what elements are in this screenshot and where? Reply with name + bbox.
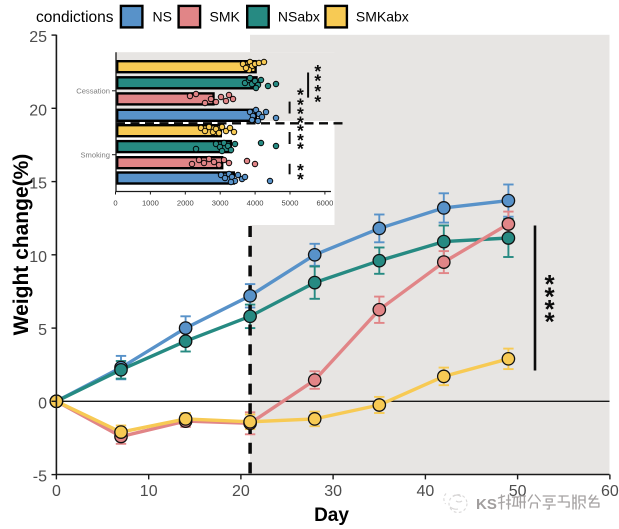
svg-text:*: * [544,269,555,299]
svg-text:-5: -5 [33,469,47,486]
svg-text:condictions: condictions [36,9,114,26]
svg-text:*: * [314,81,321,101]
svg-text:*: * [297,121,304,141]
svg-text:40: 40 [417,483,435,500]
svg-text:*: * [297,160,304,180]
svg-text:20: 20 [232,483,250,500]
svg-text:Cessation: Cessation [76,87,110,96]
svg-text:Smoking: Smoking [80,150,110,159]
svg-text:0: 0 [38,395,47,412]
svg-text:30: 30 [324,483,342,500]
svg-text:2000: 2000 [177,198,194,207]
svg-text:NS: NS [153,9,172,25]
svg-text:6000: 6000 [316,198,333,207]
svg-text:5: 5 [38,322,47,339]
svg-text:*: * [297,169,304,189]
svg-text:*: * [297,85,304,105]
svg-text:Weight change(%): Weight change(%) [10,154,33,336]
svg-text:*: * [314,61,321,81]
svg-text:10: 10 [140,483,158,500]
svg-text:60: 60 [601,483,619,500]
svg-text:*: * [314,71,321,91]
svg-text:5000: 5000 [282,198,299,207]
svg-text:KS: KS [476,496,497,513]
svg-text:1000: 1000 [142,198,159,207]
svg-text:*: * [544,281,555,311]
svg-text:10: 10 [29,249,47,266]
svg-text:*: * [314,92,321,112]
svg-text:Day: Day [314,505,349,526]
svg-text:SMK: SMK [210,9,241,25]
svg-text:*: * [297,130,304,150]
svg-text:*: * [297,104,304,124]
svg-text:4000: 4000 [247,198,264,207]
svg-text:*: * [544,294,555,324]
svg-text:*: * [544,306,555,336]
svg-text:NSabx: NSabx [278,9,320,25]
svg-text:SMKabx: SMKabx [356,9,409,25]
svg-text:15: 15 [29,176,47,193]
svg-text:*: * [297,112,304,132]
svg-text:20: 20 [29,102,47,119]
svg-text:0: 0 [52,483,61,500]
svg-text:25: 25 [29,29,47,46]
svg-text:0: 0 [113,198,117,207]
svg-text:*: * [297,94,304,114]
svg-text:3000: 3000 [212,198,229,207]
svg-text:*: * [297,139,304,159]
